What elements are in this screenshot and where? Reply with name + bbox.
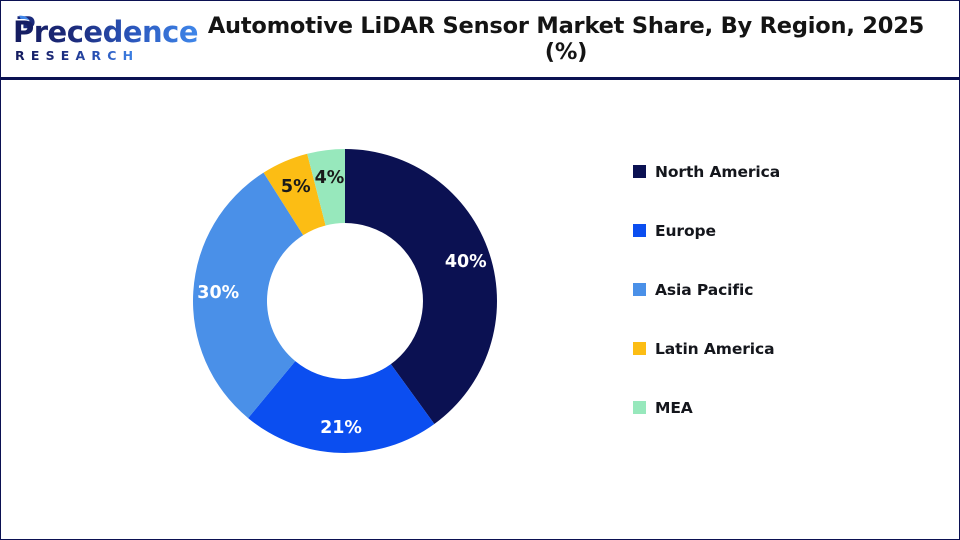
logo-subtitle: RESEARCH	[15, 48, 140, 63]
legend-item-mea[interactable]: MEA	[633, 397, 893, 418]
legend-label: MEA	[655, 398, 693, 417]
donut-slice-label: 40%	[445, 252, 487, 272]
logo-wordmark: Precedence	[13, 15, 199, 49]
donut-chart-svg: 40% 21% 30% 5% 4%	[193, 149, 498, 454]
precedence-leaf-mark-icon	[17, 15, 35, 29]
legend-item-north-america[interactable]: North America	[633, 161, 893, 182]
donut-slice-labels: 40% 21% 30% 5% 4%	[197, 168, 486, 438]
legend-item-latin-america[interactable]: Latin America	[633, 338, 893, 359]
chart-body: 40% 21% 30% 5% 4% North America Europe Asia …	[1, 83, 959, 539]
donut-slice[interactable]	[307, 149, 345, 226]
page-title: Automotive LiDAR Sensor Market Share, By…	[207, 13, 925, 65]
chart-legend: North America Europe Asia Pacific Latin …	[633, 161, 893, 418]
precedence-research-logo: Precedence RESEARCH	[13, 15, 199, 67]
legend-swatch-icon	[633, 401, 646, 414]
donut-slice[interactable]	[263, 153, 326, 236]
legend-label: North America	[655, 162, 781, 181]
donut-chart: 40% 21% 30% 5% 4%	[187, 143, 503, 459]
legend-item-asia-pacific[interactable]: Asia Pacific	[633, 279, 893, 300]
donut-slice-label: 30%	[197, 283, 239, 303]
legend-label: Europe	[655, 221, 716, 240]
legend-swatch-icon	[633, 224, 646, 237]
legend-label: Asia Pacific	[655, 280, 754, 299]
legend-swatch-icon	[633, 165, 646, 178]
donut-slice[interactable]	[345, 149, 498, 424]
header-bar: Precedence RESEARCH Automotive LiDAR Sen…	[1, 1, 959, 80]
donut-slice[interactable]	[193, 172, 304, 419]
donut-slice-label: 4%	[315, 168, 345, 188]
donut-slice[interactable]	[248, 361, 435, 454]
legend-swatch-icon	[633, 342, 646, 355]
legend-swatch-icon	[633, 283, 646, 296]
legend-item-europe[interactable]: Europe	[633, 220, 893, 241]
legend-label: Latin America	[655, 339, 775, 358]
donut-slice-label: 5%	[281, 177, 311, 197]
donut-slices	[193, 149, 498, 454]
donut-slice-label: 21%	[320, 418, 362, 438]
